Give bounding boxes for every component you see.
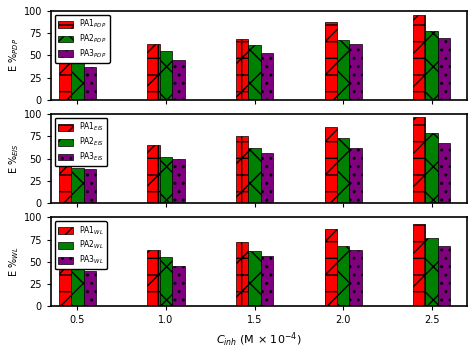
Bar	[413, 117, 426, 203]
Bar	[261, 256, 273, 306]
Bar	[349, 148, 362, 203]
Bar	[147, 250, 160, 306]
Bar	[172, 60, 184, 100]
Bar	[236, 136, 248, 203]
Bar	[337, 138, 349, 203]
Bar	[337, 246, 349, 306]
Bar	[160, 257, 172, 306]
Bar	[84, 271, 96, 306]
Bar	[349, 44, 362, 100]
Bar	[71, 62, 84, 100]
Bar	[147, 145, 160, 203]
Bar	[172, 159, 184, 203]
Bar	[59, 56, 71, 100]
Bar	[426, 31, 438, 100]
Bar	[426, 133, 438, 203]
Y-axis label: E %$_{EIS}$: E %$_{EIS}$	[7, 143, 21, 174]
Bar	[438, 246, 450, 306]
Bar	[84, 67, 96, 100]
Bar	[261, 53, 273, 100]
Bar	[59, 156, 71, 203]
Bar	[413, 15, 426, 100]
Bar	[236, 242, 248, 306]
Bar	[248, 148, 261, 203]
Bar	[337, 40, 349, 100]
Bar	[248, 251, 261, 306]
Bar	[147, 44, 160, 100]
Bar	[438, 143, 450, 203]
X-axis label: $C_{inh}$ (M × 10$^{-4}$): $C_{inh}$ (M × 10$^{-4}$)	[216, 331, 302, 349]
Bar	[71, 168, 84, 203]
Bar	[160, 157, 172, 203]
Legend: PA1$_{PDP}$, PA2$_{PDP}$, PA3$_{PDP}$: PA1$_{PDP}$, PA2$_{PDP}$, PA3$_{PDP}$	[55, 15, 109, 63]
Bar	[248, 45, 261, 100]
Bar	[325, 229, 337, 306]
Legend: PA1$_{EIS}$, PA2$_{EIS}$, PA3$_{EIS}$: PA1$_{EIS}$, PA2$_{EIS}$, PA3$_{EIS}$	[55, 118, 107, 166]
Bar	[172, 266, 184, 306]
Bar	[71, 265, 84, 306]
Bar	[325, 22, 337, 100]
Y-axis label: E %$_{PDP}$: E %$_{PDP}$	[7, 38, 21, 73]
Bar	[438, 38, 450, 100]
Bar	[349, 250, 362, 306]
Bar	[84, 169, 96, 203]
Y-axis label: E %$_{WL}$: E %$_{WL}$	[7, 246, 21, 277]
Bar	[325, 127, 337, 203]
Bar	[426, 238, 438, 306]
Bar	[59, 256, 71, 306]
Bar	[413, 224, 426, 306]
Bar	[160, 51, 172, 100]
Bar	[261, 153, 273, 203]
Legend: PA1$_{WL}$, PA2$_{WL}$, PA3$_{WL}$: PA1$_{WL}$, PA2$_{WL}$, PA3$_{WL}$	[55, 221, 107, 269]
Bar	[236, 40, 248, 100]
